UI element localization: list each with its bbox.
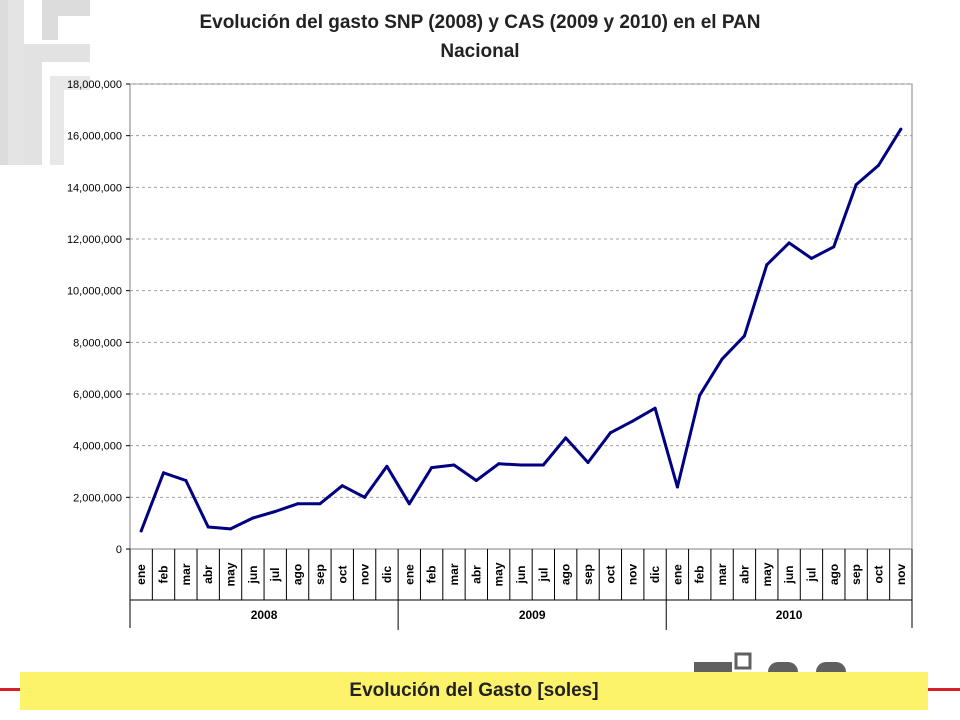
x-tick-label: nov xyxy=(626,564,640,586)
data-point xyxy=(296,502,300,506)
data-point xyxy=(430,466,434,470)
x-tick-label: oct xyxy=(603,565,617,583)
data-point xyxy=(385,464,389,468)
data-point xyxy=(787,241,791,245)
x-tick-label: jun xyxy=(246,566,260,585)
y-tick-label: 8,000,000 xyxy=(73,337,122,349)
data-point xyxy=(497,462,501,466)
data-point xyxy=(340,484,344,488)
data-point xyxy=(273,510,277,514)
chart-title-line-1: Evolución del gasto SNP (2008) y CAS (20… xyxy=(199,12,761,33)
data-point xyxy=(742,334,746,338)
y-tick-label: 4,000,000 xyxy=(73,441,122,453)
data-point xyxy=(564,436,568,440)
x-tick-label: abr xyxy=(737,565,751,584)
y-tick-label: 6,000,000 xyxy=(73,389,122,401)
chart-title-line-2: Nacional xyxy=(440,41,520,62)
data-point xyxy=(162,471,166,475)
x-tick-label: sep xyxy=(581,564,595,585)
x-tick-label: sep xyxy=(849,564,863,585)
x-tick-label: ene xyxy=(402,564,416,585)
y-tick-label: 12,000,000 xyxy=(67,234,122,246)
chart-title: Evolución del gasto SNP (2008) y CAS (20… xyxy=(90,8,870,66)
y-tick-label: 2,000,000 xyxy=(73,492,122,504)
y-tick-label: 18,000,000 xyxy=(67,79,122,91)
x-tick-label: dic xyxy=(380,566,394,584)
y-tick-label: 14,000,000 xyxy=(67,182,122,194)
data-point xyxy=(832,245,836,249)
series-line xyxy=(139,127,903,533)
x-tick-label: ago xyxy=(827,564,841,585)
y-tick-label: 0 xyxy=(116,544,122,556)
x-tick-label: nov xyxy=(358,564,372,586)
x-tick-label: ago xyxy=(559,564,573,585)
data-point xyxy=(251,516,255,520)
x-tick-label: ene xyxy=(134,564,148,585)
data-point xyxy=(206,525,210,529)
x-tick-label: jul xyxy=(268,568,282,583)
x-tick-label: jun xyxy=(514,566,528,585)
x-tick-label: mar xyxy=(715,563,729,585)
data-point xyxy=(452,463,456,467)
x-tick-label: abr xyxy=(469,565,483,584)
data-point xyxy=(854,183,858,187)
x-tick-label: oct xyxy=(871,565,885,583)
x-tick-label: mar xyxy=(447,563,461,585)
data-point xyxy=(675,485,679,489)
x-tick-label: nov xyxy=(894,564,908,586)
data-point xyxy=(608,431,612,435)
group-label: 2008 xyxy=(251,608,278,622)
data-point xyxy=(586,460,590,464)
data-point xyxy=(519,463,523,467)
data-point xyxy=(318,502,322,506)
data-point xyxy=(631,419,635,423)
x-tick-label: may xyxy=(224,562,238,586)
x-tick-label: jul xyxy=(804,568,818,583)
x-tick-label: oct xyxy=(335,565,349,583)
data-point xyxy=(765,263,769,267)
data-point xyxy=(541,463,545,467)
data-point xyxy=(876,163,880,167)
x-tick-label: jun xyxy=(782,566,796,585)
y-tick-label: 16,000,000 xyxy=(67,131,122,143)
data-point xyxy=(474,479,478,483)
x-tick-label: ene xyxy=(670,564,684,585)
x-tick-label: abr xyxy=(201,565,215,584)
group-label: 2009 xyxy=(519,608,546,622)
data-point xyxy=(653,406,657,410)
caption-banner: Evolución del Gasto [soles] xyxy=(20,672,928,710)
data-point xyxy=(139,529,143,533)
data-point xyxy=(720,357,724,361)
logo-decoration xyxy=(0,0,90,165)
data-point xyxy=(899,127,903,131)
data-point xyxy=(363,495,367,499)
x-tick-label: ago xyxy=(291,564,305,585)
x-tick-label: jul xyxy=(536,568,550,583)
plot-area xyxy=(129,83,913,550)
x-tick-label: mar xyxy=(179,563,193,585)
data-point xyxy=(698,393,702,397)
data-point xyxy=(809,256,813,260)
x-tick-label: feb xyxy=(157,566,171,584)
y-tick-label: 10,000,000 xyxy=(67,286,122,298)
x-tick-label: feb xyxy=(693,566,707,584)
x-tick-label: dic xyxy=(648,566,662,584)
data-point xyxy=(407,502,411,506)
x-tick-label: feb xyxy=(425,566,439,584)
x-tick-label: may xyxy=(492,562,506,586)
line-chart: 0 2,000,000 4,000,000 6,000,000 8,000,000 10,… xyxy=(67,79,913,630)
x-tick-label: may xyxy=(760,562,774,586)
x-tick-label: sep xyxy=(313,564,327,585)
data-point xyxy=(184,479,188,483)
data-point xyxy=(229,527,233,531)
group-label: 2010 xyxy=(776,608,803,622)
